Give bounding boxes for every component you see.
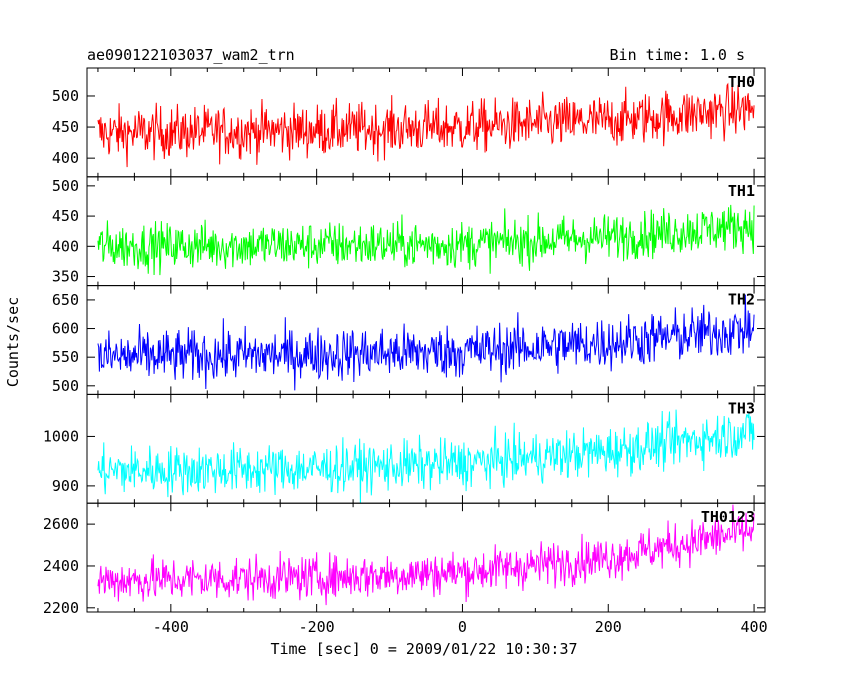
- series-line-th2: [97, 294, 755, 391]
- y-tick-label: 1000: [43, 427, 79, 445]
- panel-label-th0123: TH0123: [701, 508, 755, 526]
- y-tick-label: 600: [52, 320, 79, 338]
- series-line-th3: [97, 409, 755, 504]
- x-tick-label: 0: [458, 618, 467, 636]
- y-axis-title: Counts/sec: [4, 297, 22, 387]
- x-tick-label: -400: [153, 618, 189, 636]
- panel-frame-th0123: [86, 502, 766, 613]
- panels-group: 400 450 500 TH0 350 400 450 500 TH1 500 550 600 650 T…: [43, 67, 768, 636]
- y-tick-label: 500: [52, 377, 79, 395]
- panel-label-th3: TH3: [728, 399, 755, 417]
- series-line-th1: [97, 204, 755, 276]
- bin-time-label: Bin time: 1.0 s: [610, 46, 745, 64]
- x-tick-label: -200: [299, 618, 335, 636]
- y-tick-label: 500: [52, 177, 79, 195]
- figure-title: ae090122103037_wam2_trn: [87, 46, 295, 64]
- x-axis-title: Time [sec] 0 = 2009/01/22 10:30:37: [270, 640, 577, 658]
- y-tick-label: 450: [52, 207, 79, 225]
- x-tick-label: 400: [741, 618, 768, 636]
- panel-label-th0: TH0: [728, 73, 755, 91]
- y-tick-label: 650: [52, 291, 79, 309]
- panel-label-th1: TH1: [728, 182, 755, 200]
- y-tick-label: 500: [52, 87, 79, 105]
- panel-label-th2: TH2: [728, 291, 755, 309]
- y-tick-label: 2400: [43, 557, 79, 575]
- y-tick-label: 400: [52, 237, 79, 255]
- y-tick-label: 550: [52, 348, 79, 366]
- y-tick-label: 450: [52, 118, 79, 136]
- y-tick-label: 900: [52, 477, 79, 495]
- y-tick-label: 400: [52, 149, 79, 167]
- series-line-th0123: [97, 504, 755, 606]
- y-tick-label: 2600: [43, 515, 79, 533]
- y-tick-label: 350: [52, 268, 79, 286]
- series-line-th0: [97, 80, 755, 168]
- x-tick-label: 200: [595, 618, 622, 636]
- y-tick-label: 2200: [43, 599, 79, 617]
